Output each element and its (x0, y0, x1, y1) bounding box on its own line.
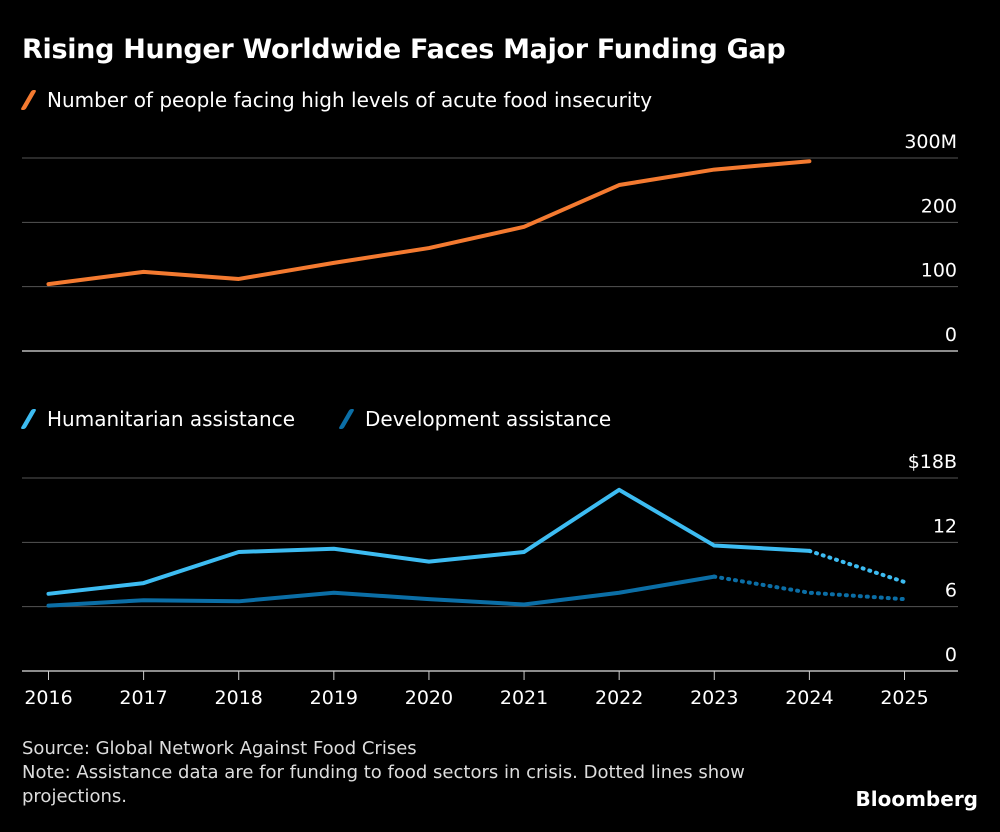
bloomberg-logo: Bloomberg (855, 787, 978, 811)
legend-label: Number of people facing high levels of a… (47, 88, 653, 112)
chart-title: Rising Hunger Worldwide Faces Major Fund… (22, 34, 786, 65)
legend-item-food-insecurity: Number of people facing high levels of a… (20, 88, 653, 112)
legend-item-humanitarian: Humanitarian assistance (20, 407, 295, 431)
x-tick-label: 2021 (500, 687, 548, 709)
x-tick-label: 2018 (215, 687, 263, 709)
x-tick-label: 2020 (405, 687, 453, 709)
series-line-1 (46, 574, 717, 608)
y-tick-label: $18B (908, 451, 957, 473)
series-line-0 (46, 487, 812, 596)
legend-label: Humanitarian assistance (47, 407, 295, 431)
x-tick-label: 2024 (785, 687, 833, 709)
x-tick-label: 2016 (24, 687, 72, 709)
y-tick-label: 0 (945, 644, 957, 666)
y-tick-label: 0 (945, 324, 957, 346)
x-tick-label: 2022 (595, 687, 643, 709)
footer: Source: Global Network Against Food Cris… (22, 737, 842, 809)
y-tick-label: 300M (904, 131, 957, 153)
series-projection-1 (712, 574, 907, 602)
source-note: Source: Global Network Against Food Cris… (22, 738, 417, 759)
data-note: Note: Assistance data are for funding to… (22, 762, 745, 807)
y-tick-label: 200 (921, 195, 957, 217)
legend-label: Development assistance (365, 407, 612, 431)
x-tick-label: 2023 (690, 687, 738, 709)
legend-item-development: Development assistance (338, 407, 612, 431)
x-tick-label: 2017 (119, 687, 167, 709)
x-tick-label: 2019 (310, 687, 358, 709)
series-line-0 (46, 159, 812, 287)
y-tick-label: 100 (921, 260, 957, 282)
x-tick-label: 2025 (880, 687, 928, 709)
y-tick-label: 6 (945, 580, 957, 602)
series-projection-0 (807, 548, 907, 585)
y-tick-label: 12 (933, 515, 957, 537)
